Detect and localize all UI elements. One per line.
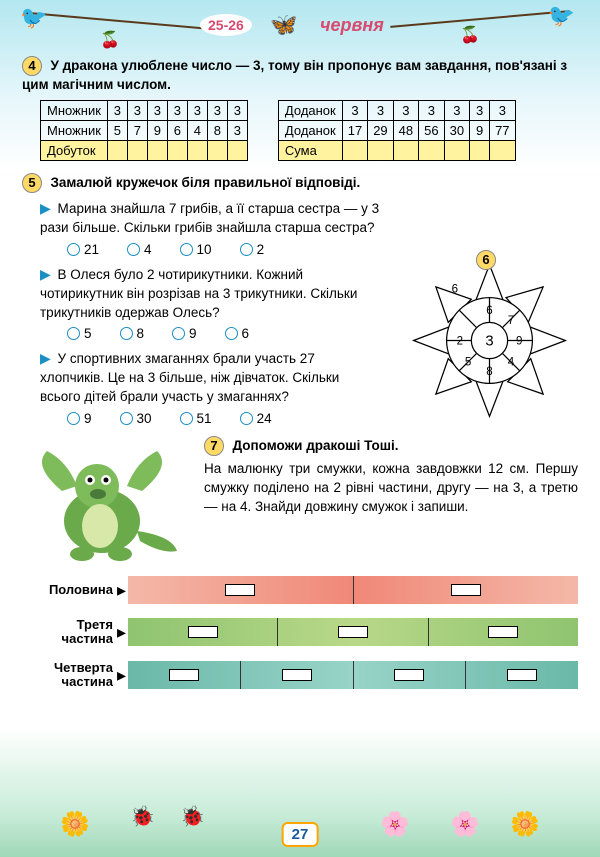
arrow-icon: ▶ [40, 266, 51, 282]
dragon-illustration [22, 436, 192, 566]
branch-decoration [30, 12, 209, 30]
svg-text:8: 8 [486, 366, 492, 378]
task-text-body: На малюнку три смужки, кожна завдовжки 1… [204, 460, 578, 517]
subtask-1: ▶ Марина знайшла 7 грибів, а її старша с… [40, 199, 380, 238]
options-row: 21 4 10 2 [67, 242, 578, 257]
month-label: червня [320, 15, 384, 36]
task-7: 7 Допоможи дракоші Тоші. На малюнку три … [22, 436, 578, 566]
bird-icon: 🐦 [548, 3, 575, 29]
task-number: 4 [22, 56, 42, 76]
star-center: 3 [485, 333, 493, 349]
task-title: Допоможи дракоші Тоші. [232, 438, 398, 453]
ladybug-icon: 🐞 [180, 804, 205, 829]
option-circle[interactable] [180, 243, 193, 256]
option-circle[interactable] [67, 412, 80, 425]
answer-box[interactable] [451, 584, 481, 596]
option-circle[interactable] [120, 412, 133, 425]
svg-text:2: 2 [457, 336, 463, 348]
option-circle[interactable] [225, 327, 238, 340]
task-title: У дракона улюблене число — 3, тому він п… [22, 58, 567, 92]
task-6-star: 6 3 6 [407, 258, 572, 428]
branch-decoration [390, 10, 569, 28]
ladybug-icon: 🐞 [130, 804, 155, 829]
cherry-icon: 🍒 [460, 25, 480, 45]
arrow-icon: ▸ [117, 622, 126, 643]
svg-text:6: 6 [486, 305, 492, 317]
svg-text:9: 9 [516, 336, 522, 348]
bird-icon: 🐦 [20, 5, 47, 31]
svg-text:5: 5 [465, 356, 471, 368]
addition-table: Доданок3333333 Доданок1729485630977 Сума [278, 100, 516, 161]
page-number: 27 [282, 822, 319, 847]
option-circle[interactable] [67, 327, 80, 340]
arrow-icon: ▶ [40, 350, 51, 366]
star-diagram: 3 6 7 9 4 8 5 2 6 [407, 258, 572, 423]
answer-box[interactable] [488, 626, 518, 638]
option-circle[interactable] [172, 327, 185, 340]
task-4: 4 У дракона улюблене число — 3, тому він… [22, 56, 578, 161]
flower-icon: 🌼 [60, 810, 90, 839]
answer-box[interactable] [394, 669, 424, 681]
option-circle[interactable] [180, 412, 193, 425]
page-header: 🐦 🐦 🍒 🍒 25-26 🦋 червня [0, 0, 600, 50]
svg-text:7: 7 [508, 315, 514, 327]
strip-third: Третя частина ▸ [22, 618, 578, 647]
flower-icon: 🌸 [380, 810, 410, 839]
answer-box[interactable] [169, 669, 199, 681]
answer-box[interactable] [225, 584, 255, 596]
date-badge: 25-26 [200, 14, 252, 36]
answer-box[interactable] [188, 626, 218, 638]
butterfly-icon: 🦋 [270, 12, 297, 38]
option-circle[interactable] [120, 327, 133, 340]
option-circle[interactable] [127, 243, 140, 256]
option-circle[interactable] [67, 243, 80, 256]
strip-quarter: Четверта частина ▸ [22, 661, 578, 690]
multiplication-table: Множник3333333 Множник5796483 Добуток [40, 100, 248, 161]
svg-text:6: 6 [452, 284, 458, 296]
cherry-icon: 🍒 [100, 30, 120, 50]
flower-icon: 🌸 [450, 810, 480, 839]
answer-box[interactable] [282, 669, 312, 681]
subtask-3: ▶ У спортивних змаганнях брали участь 27… [40, 349, 380, 407]
svg-text:4: 4 [508, 356, 515, 368]
answer-box[interactable] [507, 669, 537, 681]
fraction-strips: Половина ▸ Третя частина ▸ Четверта част… [22, 576, 578, 689]
option-circle[interactable] [240, 412, 253, 425]
task-title: Замалюй кружечок біля правильної відпові… [50, 175, 360, 190]
subtask-2: ▶ В Олеся було 2 чотирикутники. Кожний ч… [40, 265, 380, 323]
strip-half: Половина ▸ [22, 576, 578, 604]
answer-box[interactable] [338, 626, 368, 638]
task-number: 5 [22, 173, 42, 193]
task-number: 7 [204, 436, 224, 456]
arrow-icon: ▸ [117, 665, 126, 686]
flower-icon: 🌼 [510, 810, 540, 839]
task-number: 6 [476, 250, 496, 270]
arrow-icon: ▶ [40, 200, 51, 216]
arrow-icon: ▸ [117, 580, 126, 601]
option-circle[interactable] [240, 243, 253, 256]
